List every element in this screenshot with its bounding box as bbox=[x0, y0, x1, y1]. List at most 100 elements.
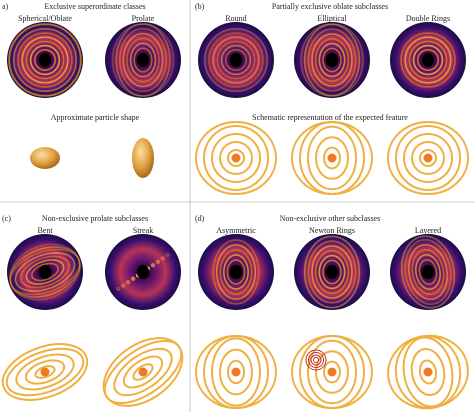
diffraction-pattern bbox=[105, 22, 181, 98]
panel-title: Non-exclusive prolate subclasses bbox=[42, 214, 148, 223]
diffraction-pattern bbox=[390, 22, 466, 98]
pattern-ring bbox=[208, 32, 264, 88]
schematic-center bbox=[231, 367, 241, 377]
streak-spot bbox=[120, 283, 126, 288]
schematic-ring bbox=[394, 335, 462, 409]
panel-label: a) bbox=[2, 2, 9, 11]
item-name: Double Rings bbox=[406, 14, 450, 23]
pattern-ring bbox=[9, 243, 81, 301]
pattern-ring bbox=[300, 23, 364, 97]
schematic-ring bbox=[419, 149, 437, 167]
pattern-ring bbox=[126, 37, 160, 83]
pattern-ring bbox=[9, 248, 81, 296]
schematic-center bbox=[327, 153, 337, 163]
item-name: Streak bbox=[133, 226, 153, 235]
pattern-ring bbox=[223, 254, 249, 290]
pattern-ring bbox=[318, 254, 346, 290]
pattern-ring bbox=[29, 44, 61, 76]
pattern-ring bbox=[314, 37, 350, 83]
pattern-ring bbox=[212, 239, 260, 305]
pattern-ring bbox=[404, 238, 452, 306]
streak-spot bbox=[116, 286, 121, 292]
schematic-ring bbox=[307, 339, 357, 405]
panel-title: Exclusive superordinate classes bbox=[44, 2, 145, 11]
pattern-ring bbox=[307, 28, 357, 92]
pattern-ring bbox=[322, 259, 342, 285]
pattern-ring bbox=[303, 23, 361, 97]
panel-title: Partially exclusive oblate subclasses bbox=[272, 2, 388, 11]
item-name: Prolate bbox=[132, 14, 155, 23]
schematic-center bbox=[423, 367, 433, 377]
pattern-ring bbox=[14, 252, 76, 292]
schematic-ring bbox=[323, 360, 341, 384]
pattern-ring bbox=[8, 23, 82, 97]
panel-label: (c) bbox=[2, 214, 11, 223]
schematic-ring bbox=[307, 125, 357, 191]
schematic-ring bbox=[211, 337, 261, 407]
schematic-ring bbox=[132, 363, 154, 381]
item-name: Elliptical bbox=[317, 14, 347, 23]
schematic-ring bbox=[113, 347, 173, 397]
streak-spot bbox=[150, 263, 156, 268]
schematic-ring bbox=[219, 141, 253, 175]
schematic-ring bbox=[211, 133, 261, 183]
streak-spot bbox=[160, 256, 166, 261]
pattern-ring bbox=[25, 40, 65, 80]
pattern-ring bbox=[226, 259, 246, 285]
pattern-ring bbox=[322, 47, 342, 73]
schematic-ring bbox=[418, 359, 438, 385]
pattern-ring bbox=[408, 40, 448, 80]
pattern-ring bbox=[216, 40, 256, 80]
pattern-ring bbox=[418, 259, 438, 285]
schematic-ring bbox=[403, 133, 453, 183]
pattern-ring bbox=[400, 32, 456, 88]
schematic-ring bbox=[34, 365, 56, 379]
schematic-ring bbox=[227, 359, 245, 385]
pattern-center bbox=[39, 53, 51, 67]
schematic-ring bbox=[299, 121, 365, 195]
pattern-ring bbox=[407, 243, 449, 301]
schematic-ring bbox=[315, 350, 349, 394]
pattern-ring bbox=[9, 246, 81, 298]
pattern-ring bbox=[404, 36, 452, 84]
particle-shape bbox=[132, 138, 154, 178]
pattern-ring bbox=[416, 48, 439, 71]
schematic-ring bbox=[410, 347, 446, 397]
pattern-ring bbox=[318, 42, 346, 78]
schematic-center bbox=[40, 367, 50, 377]
schematic-ring bbox=[195, 121, 277, 195]
schematic-ring bbox=[387, 121, 469, 195]
pattern-center bbox=[230, 265, 242, 279]
item-name: Spherical/Oblate bbox=[18, 14, 72, 23]
row-caption: Schematic representation of the expected… bbox=[252, 113, 408, 122]
streak-spot bbox=[125, 279, 131, 285]
pattern-ring bbox=[21, 36, 69, 84]
diffraction-pattern bbox=[105, 234, 181, 310]
pattern-ring bbox=[314, 249, 350, 295]
schematic-ring bbox=[15, 353, 75, 391]
pattern-ring bbox=[400, 235, 456, 309]
diffraction-pattern bbox=[7, 22, 83, 98]
newton-ring bbox=[310, 354, 322, 366]
item-name: Bent bbox=[37, 226, 53, 235]
pattern-ring bbox=[8, 23, 82, 97]
panel-label: (b) bbox=[195, 2, 205, 11]
pattern-ring bbox=[303, 235, 361, 309]
pattern-center bbox=[326, 53, 338, 67]
pattern-ring bbox=[20, 255, 70, 289]
pattern-center bbox=[230, 53, 242, 67]
pattern-center bbox=[422, 53, 434, 67]
pattern-center bbox=[137, 265, 149, 279]
schematic-ring bbox=[203, 125, 269, 191]
pattern-center bbox=[422, 265, 434, 279]
pattern-ring bbox=[12, 27, 78, 93]
pattern-ring bbox=[212, 36, 260, 84]
schematic-ring bbox=[227, 149, 245, 167]
diffraction-pattern bbox=[294, 234, 370, 310]
schematic-ring bbox=[299, 335, 365, 409]
pattern-ring bbox=[311, 33, 353, 87]
schematic-ring bbox=[122, 355, 164, 389]
diffraction-pattern bbox=[294, 22, 370, 98]
item-name: Newton Rings bbox=[309, 226, 355, 235]
